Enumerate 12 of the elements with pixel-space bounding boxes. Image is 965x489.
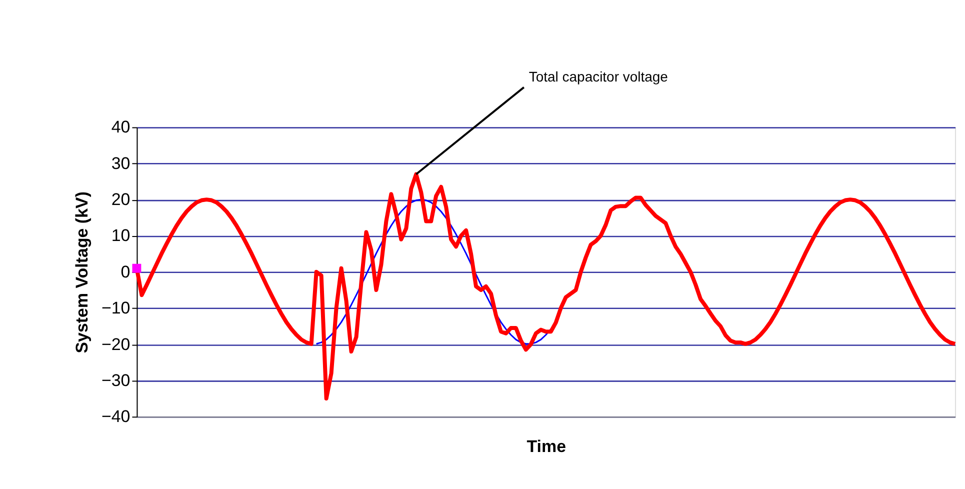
y-tick-label: −20 — [101, 334, 130, 354]
y-tick-label: 10 — [111, 226, 130, 246]
y-axis-title: System Voltage (kV) — [72, 192, 92, 354]
y-tick-label: 0 — [120, 262, 130, 282]
y-tick-label: 20 — [111, 190, 130, 210]
y-tick-label: −10 — [101, 298, 130, 318]
y-tick-label: 40 — [111, 118, 130, 137]
y-tick-label: −30 — [101, 370, 130, 390]
x-axis-title: Time — [526, 437, 566, 456]
y-tick-label: 30 — [111, 154, 130, 173]
y-tick-label: −40 — [101, 407, 130, 426]
text: Total capacitor voltage — [528, 68, 668, 84]
